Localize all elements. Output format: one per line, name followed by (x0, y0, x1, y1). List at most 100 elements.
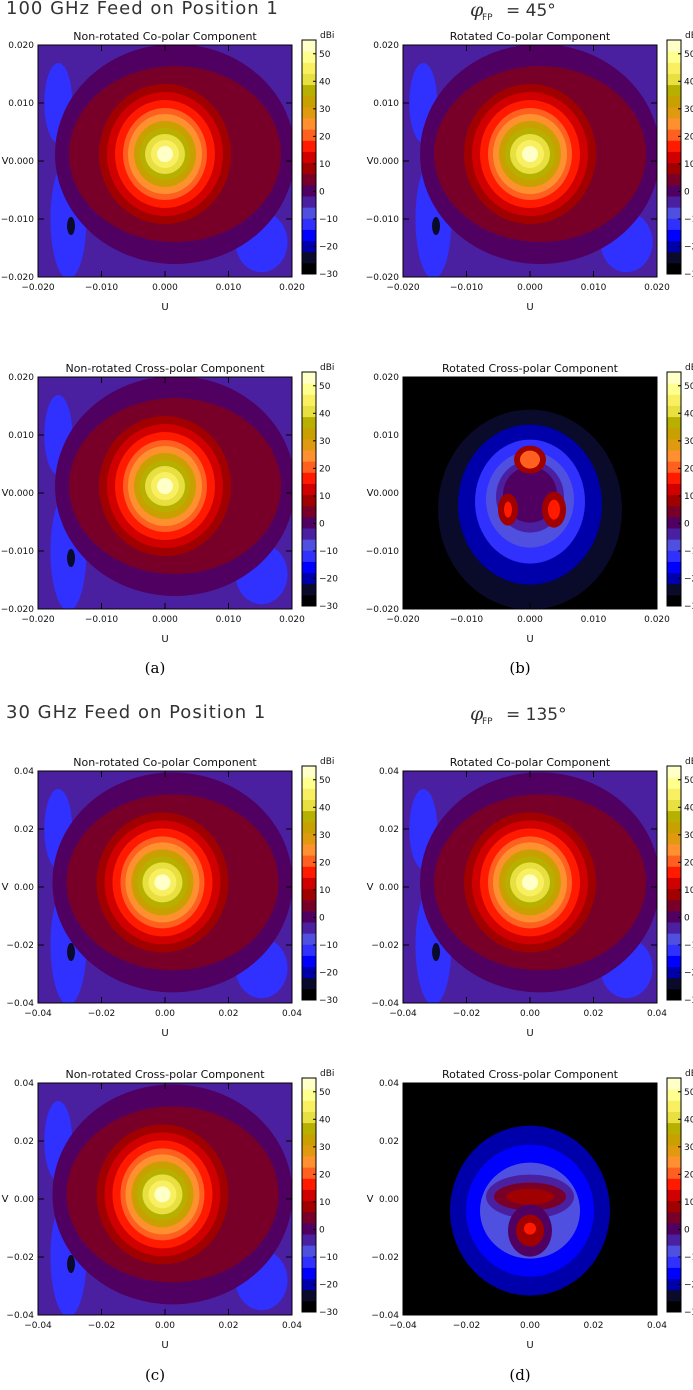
colorbar-tick-label: −10 (319, 215, 338, 225)
panel-c-top: Non-rotated Co-polar Component −0.04−0.04… (2, 756, 339, 1039)
section-c-header: 30 GHz Feed on Position 1 (6, 702, 266, 723)
colorbar-unit: dBi (320, 1069, 334, 1079)
colorbar-tick-label: −10 (319, 941, 338, 951)
colorbar-level (302, 40, 316, 52)
colorbar-level (302, 799, 316, 812)
colorbar-tick-label: 20 (684, 858, 693, 868)
colorbar-tick-label: 50 (319, 776, 331, 786)
colorbar-tick-label: 20 (319, 858, 331, 868)
colorbar-tick-label: 0 (684, 187, 690, 197)
colorbar-level (302, 1200, 316, 1213)
colorbar-tick-label: 30 (319, 437, 331, 447)
colorbar-level (667, 118, 681, 130)
colorbar-level (302, 516, 316, 529)
colorbar-tick-label: 30 (684, 437, 693, 447)
colorbar-tick-label: −20 (319, 242, 338, 252)
colorbar-level (667, 788, 681, 800)
panel-title: Non-rotated Cross-polar Component (65, 362, 265, 375)
colorbar-level (667, 461, 681, 473)
colorbar-level (302, 129, 316, 141)
colorbar-tick-label: −30 (319, 1308, 338, 1318)
colorbar-level (667, 561, 681, 574)
colorbar-unit: dBi (320, 757, 334, 767)
y-tick-label: 0.00 (14, 883, 34, 893)
heatmap-area (38, 1083, 292, 1315)
colorbar-level (667, 229, 681, 242)
colorbar-level (667, 1144, 681, 1157)
colorbar-level (667, 405, 681, 418)
panels: Non-rotated Co-polar Component−0.020−0.0… (1, 30, 693, 1351)
y-tick-label: 0.00 (379, 883, 399, 893)
colorbar-tick-label: 10 (319, 886, 331, 896)
colorbar-level (667, 1167, 681, 1179)
y-tick-label: −0.04 (6, 999, 34, 1009)
y-tick-label: 0.02 (14, 825, 34, 835)
colorbar-level (302, 118, 316, 130)
x-tick-label: −0.020 (386, 283, 420, 293)
colorbar-level (302, 1144, 316, 1157)
panel-title: Rotated Cross-polar Component (442, 362, 619, 375)
colorbar-level (667, 1234, 681, 1246)
y-tick-label: 0.04 (14, 767, 34, 777)
colorbar-level (667, 151, 681, 164)
y-tick-label: −0.04 (6, 1311, 34, 1321)
colorbar-level (667, 1100, 681, 1112)
colorbar-level (302, 461, 316, 473)
y-tick-label: 0.000 (8, 489, 34, 499)
y-tick-label: 0.02 (379, 1137, 399, 1147)
heatmap-area (38, 45, 292, 277)
colorbar-level (667, 483, 681, 496)
colorbar-level (302, 844, 316, 856)
x-axis-label: U (526, 1340, 533, 1351)
panel-c-bottom: Non-rotated Cross-polar Component−0.04−0… (2, 1068, 339, 1351)
y-axis-label: V (367, 1194, 374, 1205)
x-tick-label: 0.02 (583, 1321, 603, 1331)
colorbar-level (302, 1133, 316, 1146)
colorbar-tick-label: −20 (319, 1280, 338, 1290)
colorbar-level (667, 1078, 681, 1090)
colorbar-tick-label: 40 (684, 1115, 693, 1125)
colorbar-level (302, 1078, 316, 1090)
colorbar-level (667, 207, 681, 219)
colorbar-level (667, 394, 681, 406)
colorbar-level (302, 988, 316, 1001)
x-tick-label: −0.010 (450, 615, 484, 625)
colorbar-level (302, 933, 316, 945)
colorbar-tick-label: −20 (684, 1280, 693, 1290)
colorbar-level (667, 73, 681, 86)
colorbar-level (667, 173, 681, 186)
colorbar-level (302, 1289, 316, 1302)
colorbar-level (302, 821, 316, 834)
x-tick-label: 0.04 (282, 1009, 302, 1019)
x-tick-label: 0.000 (517, 615, 543, 625)
colorbar-level (302, 438, 316, 451)
x-tick-label: −0.010 (85, 615, 119, 625)
colorbar-level (667, 977, 681, 990)
panel-b-top: Rotated Co-polar Component −0.020−0.020 −0… (366, 30, 693, 313)
x-tick-label: −0.020 (21, 615, 55, 625)
colorbar-unit: dBi (685, 363, 693, 373)
colorbar-level (302, 899, 316, 912)
colorbar-level (667, 777, 681, 789)
colorbar-level (667, 95, 681, 108)
colorbar-level (667, 196, 681, 208)
x-tick-label: −0.010 (450, 283, 484, 293)
colorbar-level (667, 1111, 681, 1124)
colorbar-level (667, 494, 681, 507)
x-tick-label: 0.010 (216, 615, 242, 625)
colorbar-level (302, 877, 316, 890)
colorbar-tick-label: −30 (319, 996, 338, 1006)
y-tick-label: −0.010 (1, 547, 35, 557)
heatmap-area (403, 771, 657, 1003)
colorbar-level (667, 821, 681, 834)
x-tick-label: 0.00 (155, 1009, 175, 1019)
colorbar-level (302, 1122, 316, 1135)
colorbar-level (302, 450, 316, 462)
x-axis-label: U (161, 302, 168, 313)
x-axis-label: U (161, 634, 168, 645)
colorbar-level (302, 888, 316, 901)
colorbar-tick-label: 10 (684, 160, 693, 170)
y-tick-label: 0.04 (14, 1079, 34, 1089)
x-tick-label: 0.000 (152, 283, 178, 293)
colorbar-tick-label: 30 (684, 105, 693, 115)
